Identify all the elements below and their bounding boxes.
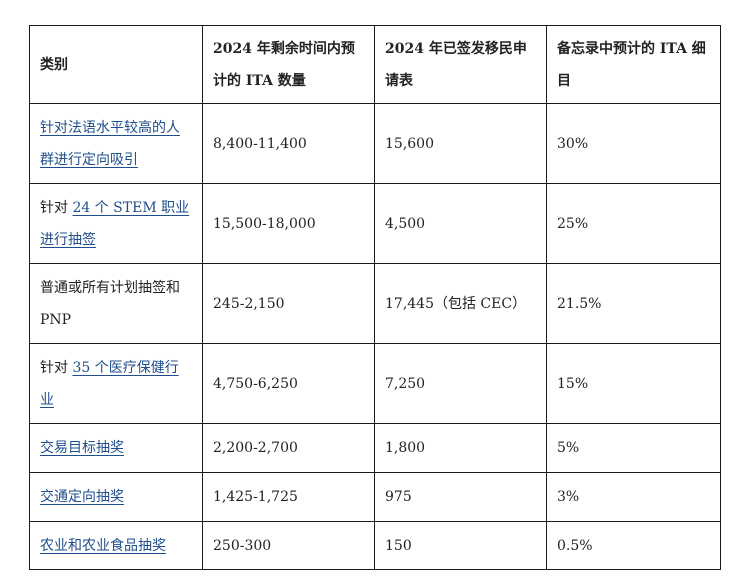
cell-category: 针对法语水平较高的人群进行定向吸引 <box>29 103 203 184</box>
header-issued-2024: 2024 年已签发移民申请表 <box>374 25 547 104</box>
cell-breakdown: 15% <box>546 343 721 424</box>
category-link-stem[interactable]: 24 个 STEM 职业进行抽签 <box>40 199 190 248</box>
cell-issued-2024: 15,600 <box>374 103 547 184</box>
category-link-french[interactable]: 针对法语水平较高的人群进行定向吸引 <box>40 119 180 168</box>
category-prefix: 针对 <box>40 199 73 216</box>
cell-issued-2024: 1,800 <box>374 423 547 473</box>
category-link-healthcare[interactable]: 35 个医疗保健行业 <box>40 359 179 408</box>
cell-breakdown: 5% <box>546 423 721 473</box>
cell-breakdown: 3% <box>546 472 721 522</box>
table-row: 交通定向抽奖 1,425-1,725 975 3% <box>29 472 721 522</box>
table-row: 针对法语水平较高的人群进行定向吸引 8,400-11,400 15,600 30… <box>29 103 721 184</box>
header-breakdown: 备忘录中预计的 ITA 细目 <box>546 25 721 104</box>
cell-category: 普通或所有计划抽签和 PNP <box>29 263 203 344</box>
category-prefix: 针对 <box>40 359 73 376</box>
cell-issued-2024: 4,500 <box>374 183 547 264</box>
cell-category: 交易目标抽奖 <box>29 423 203 473</box>
ita-table: 类别 2024 年剩余时间内预计的 ITA 数量 2024 年已签发移民申请表 … <box>29 25 721 570</box>
cell-breakdown: 0.5% <box>546 521 721 570</box>
cell-category: 农业和农业食品抽奖 <box>29 521 203 570</box>
header-category: 类别 <box>29 25 203 104</box>
cell-expected-itas: 250-300 <box>202 521 375 570</box>
table-header-row: 类别 2024 年剩余时间内预计的 ITA 数量 2024 年已签发移民申请表 … <box>29 25 721 104</box>
table-row: 农业和农业食品抽奖 250-300 150 0.5% <box>29 521 721 570</box>
cell-category: 交通定向抽奖 <box>29 472 203 522</box>
header-expected-itas: 2024 年剩余时间内预计的 ITA 数量 <box>202 25 375 104</box>
cell-breakdown: 25% <box>546 183 721 264</box>
category-prefix: 普通或所有计划抽签和 PNP <box>40 279 180 328</box>
table-row: 交易目标抽奖 2,200-2,700 1,800 5% <box>29 423 721 473</box>
cell-issued-2024: 17,445（包括 CEC） <box>374 263 547 344</box>
table-row: 针对 24 个 STEM 职业进行抽签 15,500-18,000 4,500 … <box>29 183 721 264</box>
cell-expected-itas: 8,400-11,400 <box>202 103 375 184</box>
category-link-trades[interactable]: 交易目标抽奖 <box>40 440 124 456</box>
cell-category: 针对 24 个 STEM 职业进行抽签 <box>29 183 203 264</box>
table-row: 针对 35 个医疗保健行业 4,750-6,250 7,250 15% <box>29 343 721 424</box>
cell-breakdown: 30% <box>546 103 721 184</box>
cell-expected-itas: 245-2,150 <box>202 263 375 344</box>
cell-expected-itas: 1,425-1,725 <box>202 472 375 522</box>
cell-expected-itas: 4,750-6,250 <box>202 343 375 424</box>
cell-category: 针对 35 个医疗保健行业 <box>29 343 203 424</box>
cell-issued-2024: 975 <box>374 472 547 522</box>
cell-issued-2024: 7,250 <box>374 343 547 424</box>
category-link-transport[interactable]: 交通定向抽奖 <box>40 489 124 505</box>
category-link-agriculture[interactable]: 农业和农业食品抽奖 <box>40 537 166 554</box>
cell-expected-itas: 15,500-18,000 <box>202 183 375 264</box>
cell-breakdown: 21.5% <box>546 263 721 344</box>
table-row: 普通或所有计划抽签和 PNP 245-2,150 17,445（包括 CEC） … <box>29 263 721 344</box>
cell-expected-itas: 2,200-2,700 <box>202 423 375 473</box>
cell-issued-2024: 150 <box>374 521 547 570</box>
